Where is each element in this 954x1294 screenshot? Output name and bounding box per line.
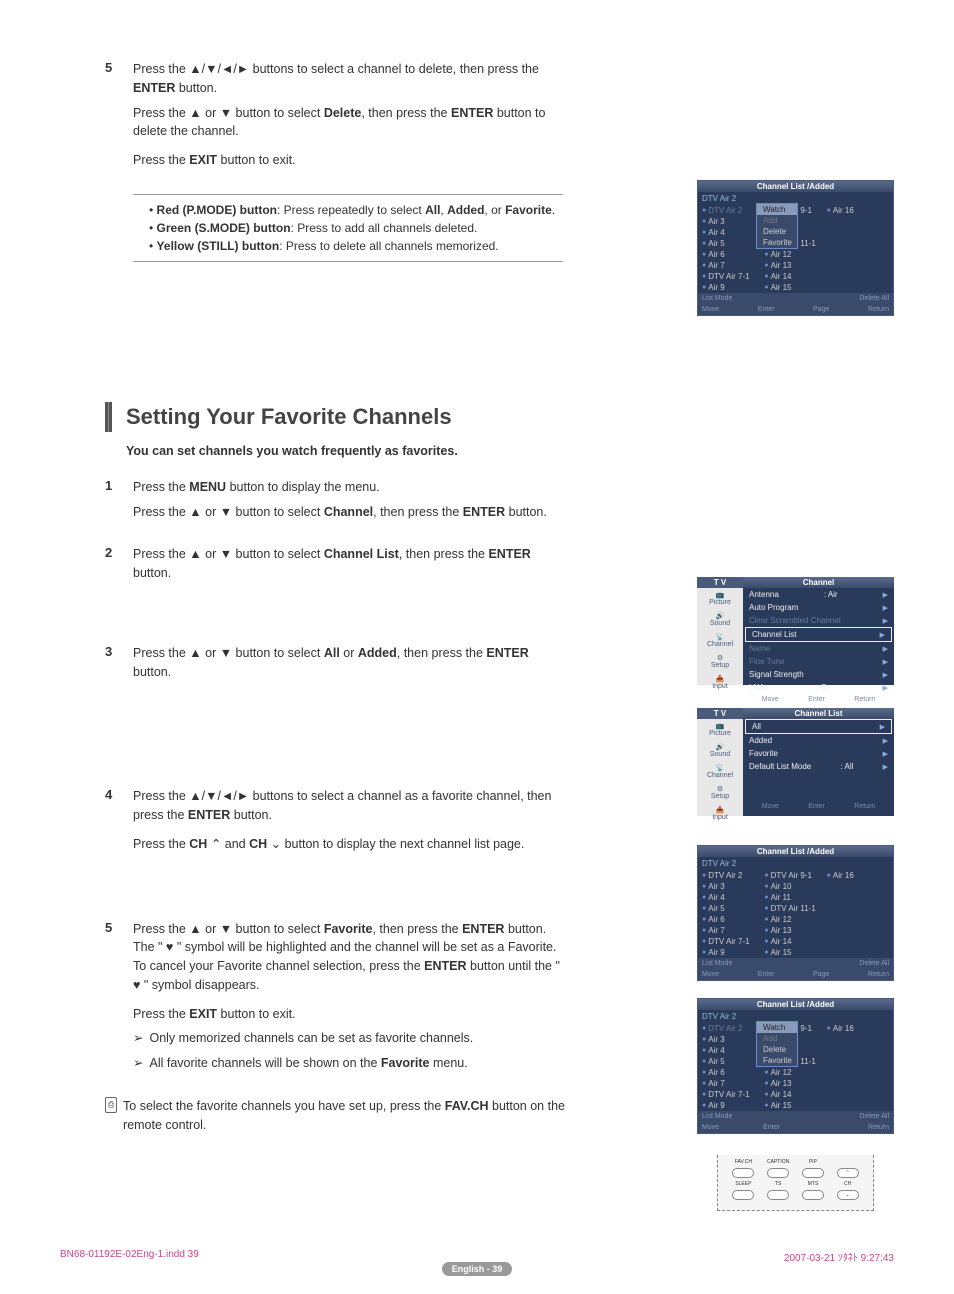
tv-panel-channel-list-top: Channel List /Added DTV Air 2 ●DTV Air 2… <box>697 180 894 316</box>
tv-panel-channel-menu: T V 📺Picture 🔊Sound 📡Channel ⚙Setup 📥Inp… <box>697 577 894 685</box>
section-header: Setting Your Favorite Channels <box>105 402 894 432</box>
popup-menu: Watch Add Delete Favorite <box>756 203 798 249</box>
note-arrow-icon: ➢ <box>133 1056 143 1070</box>
remote-diagram: FAV.CH CAPTION PIP ⌃ SLEEP TS MTS CH ⌄ <box>717 1155 874 1211</box>
note-arrow-icon: ➢ <box>133 1031 143 1045</box>
section-title: Setting Your Favorite Channels <box>126 404 452 430</box>
section-bar <box>105 402 112 432</box>
tip-row: ⎙ To select the favorite channels you ha… <box>105 1097 565 1135</box>
tv-panel-added-2: Channel List /Added DTV Air 2 ●DTV Air 2… <box>697 998 894 1134</box>
page-number: English - 39 <box>442 1262 513 1276</box>
print-footer: BN68-01192E-02Eng-1.indd 39 2007-03-21 ｿ… <box>60 1249 894 1264</box>
tv-panel-channellist-menu: T V 📺Picture 🔊Sound 📡Channel ⚙Setup 📥Inp… <box>697 708 894 816</box>
step-body: Press the ▲/▼/◄/► buttons to select a ch… <box>133 60 563 176</box>
step-number: 5 <box>105 60 133 176</box>
tv-panel-added-1: Channel List /Added DTV Air 2 ●DTV Air 2… <box>697 845 894 981</box>
button-info-box: • Red (P.MODE) button: Press repeatedly … <box>133 194 563 262</box>
section-subtitle: You can set channels you watch frequentl… <box>126 444 894 458</box>
remote-tip-icon: ⎙ <box>105 1097 117 1113</box>
step-5-top: 5 Press the ▲/▼/◄/► buttons to select a … <box>105 60 894 176</box>
step-1: 1 Press the MENU button to display the m… <box>105 478 894 528</box>
popup-menu: Watch Add Delete Favorite <box>756 1021 798 1067</box>
